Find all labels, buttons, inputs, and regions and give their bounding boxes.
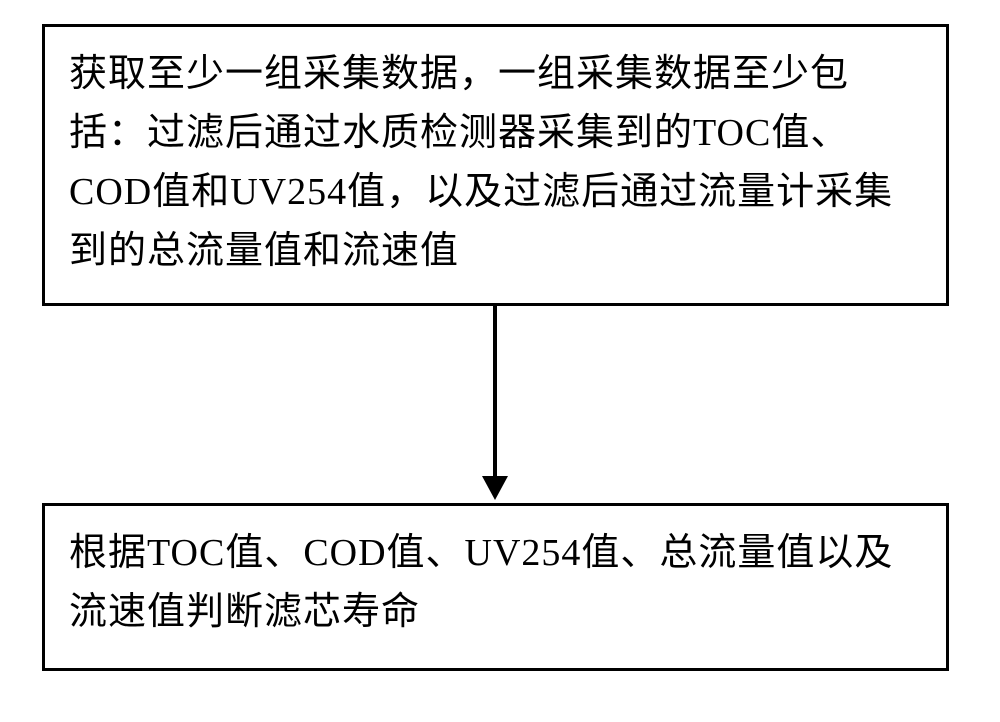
flowchart-edge-line — [493, 306, 497, 476]
flowchart-node-text: 根据TOC值、COD值、UV254值、总流量值以及流速值判断滤芯寿命 — [69, 532, 893, 633]
flowchart-node-text: 获取至少一组采集数据，一组采集数据至少包括：过滤后通过水质检测器采集到的TOC值… — [69, 53, 893, 272]
arrow-down-icon — [482, 476, 508, 500]
flowchart-node-step2: 根据TOC值、COD值、UV254值、总流量值以及流速值判断滤芯寿命 — [42, 503, 949, 671]
flowchart-canvas: 获取至少一组采集数据，一组采集数据至少包括：过滤后通过水质检测器采集到的TOC值… — [0, 0, 1000, 722]
flowchart-node-step1: 获取至少一组采集数据，一组采集数据至少包括：过滤后通过水质检测器采集到的TOC值… — [42, 24, 949, 306]
